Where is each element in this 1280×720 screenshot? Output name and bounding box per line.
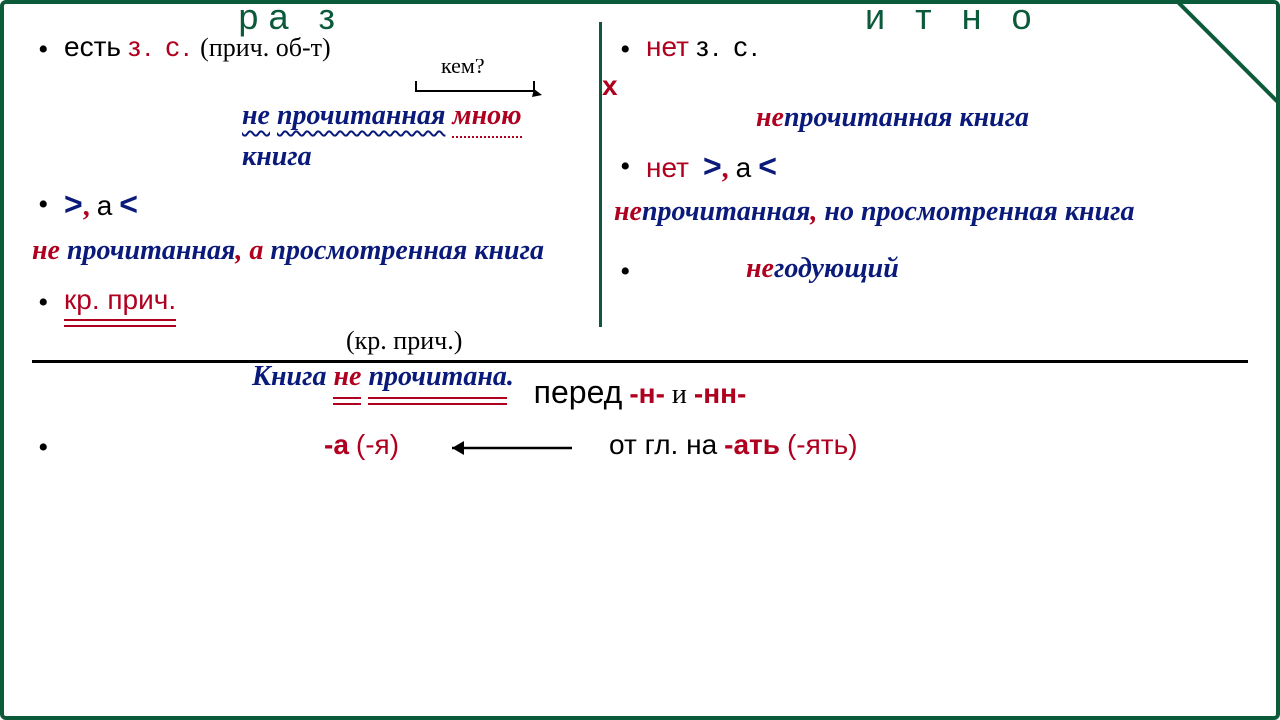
kem-bracket: кем? <box>406 59 576 105</box>
section-before-n: перед -н- и -нн- <box>4 374 1276 411</box>
word-net-1: нет <box>646 31 689 62</box>
word-a: а <box>97 190 113 221</box>
suffix-a: -а <box>324 429 349 460</box>
ex1-ne: не <box>242 100 270 131</box>
abbr-zs-r: з. с. <box>696 31 761 62</box>
r-ex2-comma: , <box>810 196 817 227</box>
suffix-n: -н- <box>629 378 665 409</box>
suffix-ya: (-я) <box>356 429 399 460</box>
r-ex2-ne: не <box>614 196 642 227</box>
r-ex1-ne: не <box>756 102 784 133</box>
word-i: и <box>672 379 687 410</box>
right-column: нет з. с. непрочитанная книга нет >, а <… <box>614 28 1254 296</box>
grammar-poster: ра з и т н о есть з. с. (прич. об-т) кем… <box>0 0 1280 720</box>
abbr-zs: з. с. <box>128 31 193 62</box>
r-ex3-rest: годующий <box>774 253 899 284</box>
word-a-r: а <box>736 152 752 183</box>
ot-gl-na: от гл. на <box>609 429 717 460</box>
horizontal-rule <box>32 360 1248 363</box>
annot-prich-obj: (прич. об-т) <box>200 33 330 62</box>
word-pered: перед <box>534 374 623 410</box>
comma-r: , <box>722 153 729 184</box>
right-rule-3: негодующий <box>614 250 1254 288</box>
ex2-p1: прочитанная <box>67 235 235 266</box>
r-ex1-rest: прочитанная книга <box>784 102 1029 133</box>
right-rule-2: нет >, а < <box>614 145 1254 188</box>
comma-1: , <box>83 191 90 222</box>
word-est: есть <box>64 31 121 62</box>
r-ex2-no: но <box>824 196 854 227</box>
r-example-1: непрочитанная книга <box>756 99 1254 137</box>
gt-sign-r: > <box>703 148 722 184</box>
ex2-p2: просмотренная книга <box>270 235 544 266</box>
lt-sign-r: < <box>758 148 777 184</box>
example-1: кем? x не прочитанная мною книга <box>242 97 592 176</box>
word-net-2: нет <box>646 152 689 183</box>
annot-kr-prich: (кр. прич.) <box>346 323 592 358</box>
ex2-comma: , <box>235 235 242 266</box>
r-ex2-p1: прочитанная <box>642 196 810 227</box>
suffix-nn: -нн- <box>694 378 746 409</box>
ex2-a: а <box>249 235 263 266</box>
kr-prich: кр. прич. <box>64 281 176 319</box>
bullet-aya: -а (-я) от гл. на -ать (-ять) <box>32 426 1248 465</box>
row-aya: -а (-я) от гл. на -ать (-ять) <box>32 426 1248 473</box>
r-example-2: непрочитанная, но просмотренная книга <box>614 196 1254 228</box>
lt-sign: < <box>119 186 138 222</box>
left-column: есть з. с. (прич. об-т) кем? x не прочит… <box>32 28 592 404</box>
ex2-ne: не <box>32 235 60 266</box>
gt-sign: > <box>64 186 83 222</box>
ex1-kniga: книга <box>242 141 312 172</box>
svg-text:кем?: кем? <box>441 59 485 78</box>
vertical-divider <box>599 22 602 327</box>
right-rule-1: нет з. с. непрочитанная книга <box>614 28 1254 137</box>
left-rule-1: есть з. с. (прич. об-т) кем? x не прочит… <box>32 28 592 175</box>
r-ex2-p2: просмотренная книга <box>861 196 1135 227</box>
suffix-yat: (-ять) <box>787 429 858 460</box>
example-2: не прочитанная, а просмотренная книга <box>32 235 592 267</box>
left-rule-2: >, а < <box>32 183 592 226</box>
r-ex3-ne: не <box>746 253 774 284</box>
suffix-at: -ать <box>724 429 780 460</box>
arrow-left-icon <box>434 437 574 459</box>
